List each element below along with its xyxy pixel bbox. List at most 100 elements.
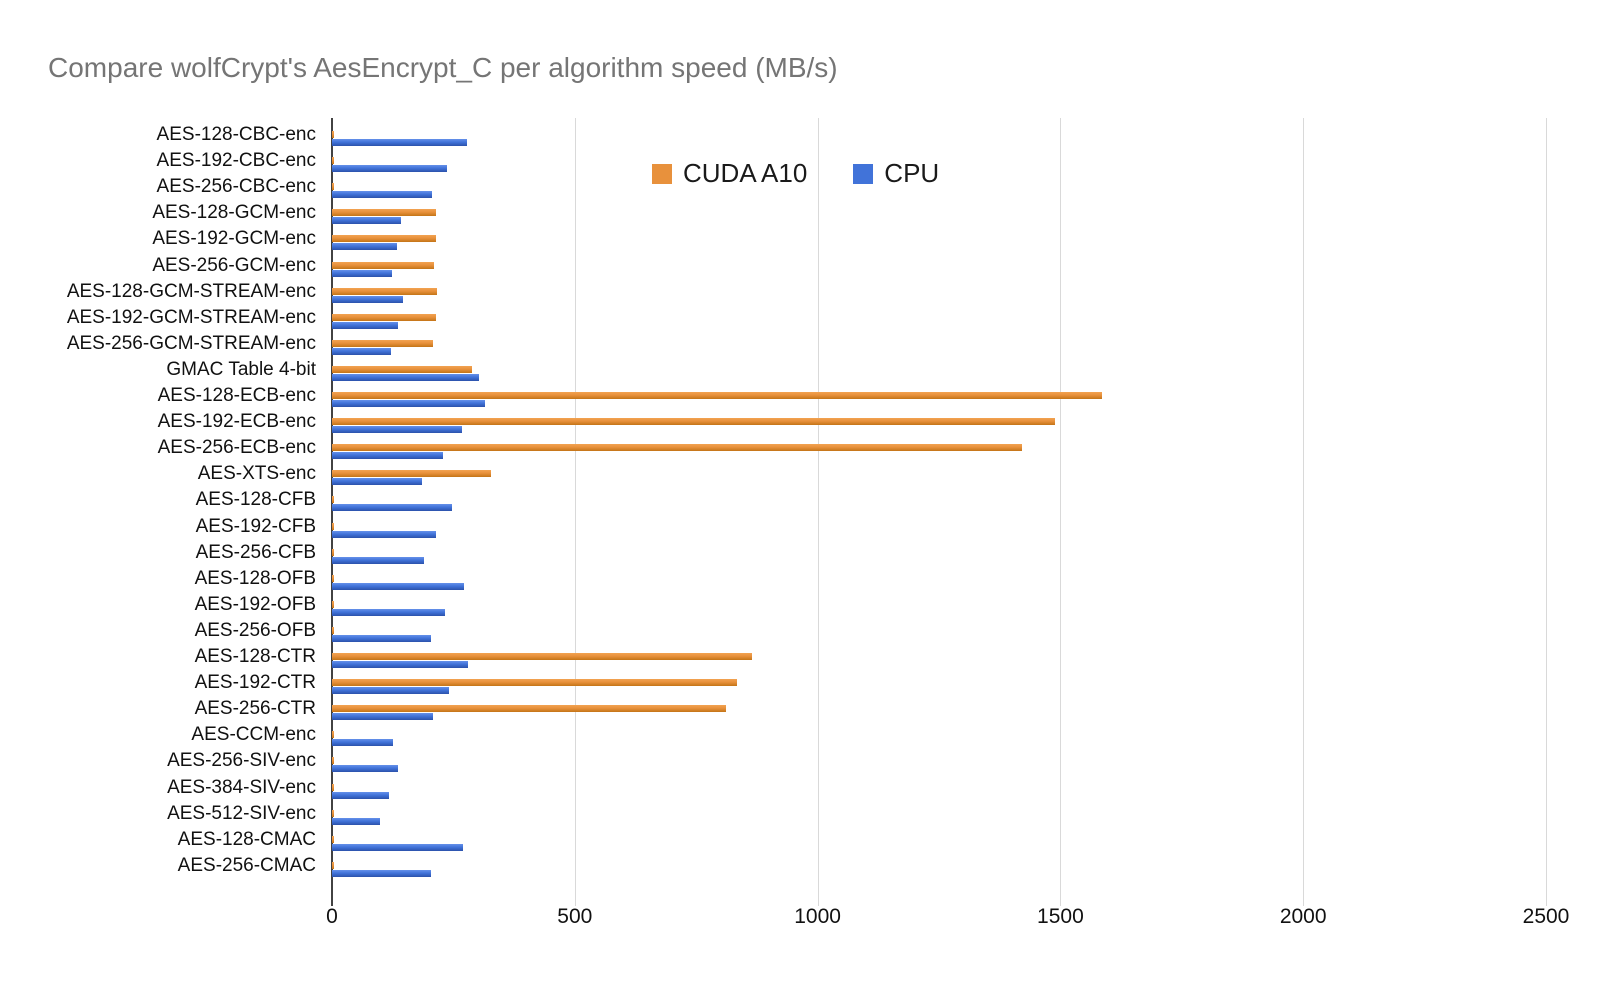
bar-cuda-a10[interactable]: [332, 131, 335, 138]
bar-cpu[interactable]: [332, 478, 423, 486]
category-label: AES-256-ECB-enc: [157, 437, 316, 459]
bar-cuda-a10[interactable]: [332, 783, 335, 791]
bar-cpu[interactable]: [332, 243, 398, 251]
chart-row: AES-192-GCM-STREAM-enc: [0, 305, 1546, 331]
bar-cpu[interactable]: [332, 504, 452, 512]
bar-cuda-a10[interactable]: [332, 313, 436, 321]
gridline: [1546, 118, 1547, 906]
bar-cuda-a10[interactable]: [332, 365, 472, 373]
category-label: AES-128-GCM-STREAM-enc: [66, 280, 316, 302]
legend-item-cuda-a10[interactable]: CUDA A10: [652, 158, 807, 189]
category-label: AES-128-ECB-enc: [157, 385, 316, 407]
bar-cuda-a10[interactable]: [332, 209, 437, 217]
x-tick-label: 0: [326, 905, 338, 928]
chart-title: Compare wolfCrypt's AesEncrypt_C per alg…: [48, 52, 838, 83]
bar-cpu[interactable]: [332, 165, 448, 173]
chart-row: AES-CCM-enc: [0, 722, 1546, 748]
bar-cpu[interactable]: [332, 347, 392, 355]
bar-cpu[interactable]: [332, 687, 450, 695]
bar-cuda-a10[interactable]: [332, 470, 492, 478]
chart-row: AES-512-SIV-enc: [0, 801, 1546, 827]
category-label: AES-192-ECB-enc: [157, 411, 316, 433]
bar-cpu[interactable]: [332, 321, 398, 329]
bar-cuda-a10[interactable]: [332, 679, 737, 687]
category-label: GMAC Table 4-bit: [166, 358, 316, 380]
category-label: AES-192-CFB: [195, 515, 316, 537]
bar-cpu[interactable]: [332, 582, 465, 590]
bar-cpu[interactable]: [332, 530, 437, 538]
bar-cuda-a10[interactable]: [332, 548, 335, 556]
chart-row: AES-XTS-enc: [0, 461, 1546, 487]
chart-row: AES-128-ECB-enc: [0, 383, 1546, 409]
category-label: AES-128-OFB: [194, 567, 316, 589]
chart-row: AES-256-ECB-enc: [0, 435, 1546, 461]
bar-cuda-a10[interactable]: [332, 392, 1102, 399]
bar-cpu[interactable]: [332, 869, 432, 877]
bar-cpu[interactable]: [332, 217, 402, 225]
bar-cuda-a10[interactable]: [332, 418, 1055, 426]
cuda-a10-swatch-icon: [652, 163, 672, 184]
category-label: AES-256-CFB: [195, 541, 316, 563]
bar-chart: AES-128-CBC-enc AES-192-CBC-enc AES-256-CB…: [0, 122, 1546, 879]
chart-row: AES-192-OFB: [0, 592, 1546, 618]
category-label: AES-128-CFB: [195, 489, 316, 511]
category-label: AES-CCM-enc: [191, 724, 316, 746]
bar-cuda-a10[interactable]: [332, 235, 437, 243]
x-tick-label: 1000: [794, 905, 841, 928]
bar-cpu[interactable]: [332, 556, 425, 564]
bar-cuda-a10[interactable]: [332, 757, 335, 765]
category-label: AES-XTS-enc: [197, 463, 316, 485]
bar-cuda-a10[interactable]: [332, 496, 335, 504]
bar-cpu[interactable]: [332, 661, 468, 668]
chart-row: AES-256-OFB: [0, 618, 1546, 644]
chart-row: GMAC Table 4-bit: [0, 357, 1546, 383]
bar-cuda-a10[interactable]: [332, 444, 1022, 452]
bar-cpu[interactable]: [332, 191, 432, 199]
bar-cuda-a10[interactable]: [332, 183, 335, 191]
chart-row: AES-256-CMAC: [0, 853, 1546, 879]
bar-cpu[interactable]: [332, 373, 480, 381]
bar-cpu[interactable]: [332, 400, 485, 407]
bar-cpu[interactable]: [332, 139, 467, 146]
bar-cuda-a10[interactable]: [332, 653, 752, 660]
bar-cpu[interactable]: [332, 713, 433, 721]
bar-cpu[interactable]: [332, 765, 399, 773]
bar-cuda-a10[interactable]: [332, 861, 335, 869]
bar-cpu[interactable]: [332, 739, 394, 747]
bar-cpu[interactable]: [332, 608, 446, 616]
x-tick-label: 500: [557, 905, 593, 928]
bar-cuda-a10[interactable]: [332, 731, 335, 739]
bar-cpu[interactable]: [332, 791, 390, 799]
chart-row: AES-192-ECB-enc: [0, 409, 1546, 435]
bar-cpu[interactable]: [332, 817, 381, 825]
chart-row: AES-192-CBC-enc: [0, 148, 1546, 174]
bar-cuda-a10[interactable]: [332, 835, 335, 843]
chart-row: AES-128-GCM-STREAM-enc: [0, 279, 1546, 305]
legend-item-cpu[interactable]: CPU: [853, 158, 939, 189]
bar-cpu[interactable]: [332, 634, 432, 642]
category-label: AES-512-SIV-enc: [167, 802, 316, 824]
bar-cpu[interactable]: [332, 843, 464, 851]
bar-cpu[interactable]: [332, 295, 404, 303]
bar-cuda-a10[interactable]: [332, 626, 335, 634]
bar-cpu[interactable]: [332, 269, 393, 277]
category-label: AES-256-GCM-enc: [152, 254, 316, 276]
bar-cuda-a10[interactable]: [332, 574, 335, 582]
bar-cpu[interactable]: [332, 426, 463, 434]
chart-row: AES-128-OFB: [0, 566, 1546, 592]
bar-cuda-a10[interactable]: [332, 809, 335, 817]
bar-cuda-a10[interactable]: [332, 157, 335, 165]
category-label: AES-384-SIV-enc: [167, 776, 316, 798]
bar-cuda-a10[interactable]: [332, 261, 434, 269]
chart-row: AES-128-CTR: [0, 644, 1546, 670]
bar-cuda-a10[interactable]: [332, 522, 335, 530]
y-axis-line: [331, 118, 333, 906]
bar-cuda-a10[interactable]: [332, 287, 437, 295]
gridline-layer: [331, 118, 1547, 906]
bar-cpu[interactable]: [332, 452, 444, 460]
chart-row: AES-256-CFB: [0, 540, 1546, 566]
bar-cuda-a10[interactable]: [332, 600, 335, 608]
chart-row: AES-128-CBC-enc: [0, 122, 1546, 148]
bar-cuda-a10[interactable]: [332, 339, 434, 347]
bar-cuda-a10[interactable]: [332, 705, 726, 713]
